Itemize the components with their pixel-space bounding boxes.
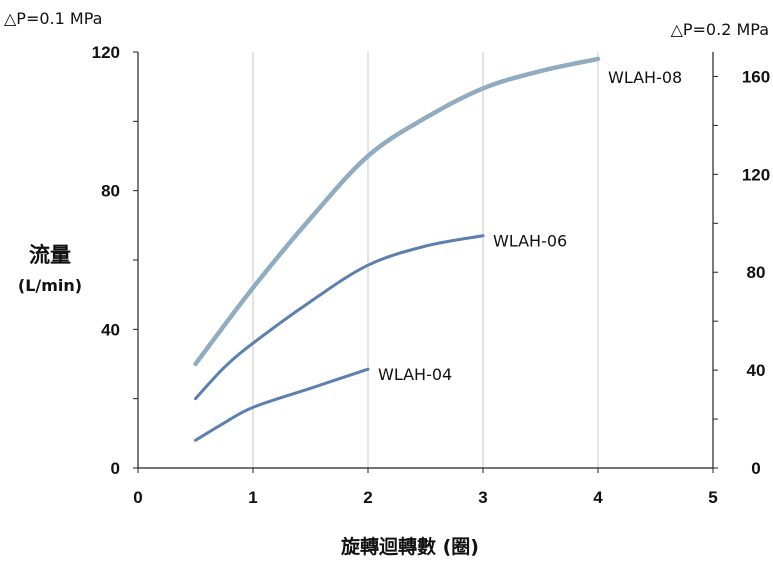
series-line-wlah-04 (194, 367, 370, 442)
x-tick-label-3: 3 (478, 488, 487, 507)
series-line-wlah-06 (194, 234, 485, 401)
x-tick-label-5: 5 (708, 488, 717, 507)
y2-tick-label-40: 40 (747, 361, 766, 380)
y-axis-title: 流量 (29, 243, 71, 267)
x-axis-title: 旋轉迴轉數 (圈) (340, 535, 479, 558)
y2-tick-label-160: 160 (742, 67, 770, 86)
y-tick-label-120: 120 (92, 43, 120, 62)
grid-lines (252, 52, 599, 468)
left-axis-note: △P=0.1 MPa (4, 9, 102, 28)
y2-tick-label-120: 120 (742, 165, 770, 184)
axes (133, 51, 718, 473)
y2-tick-label-80: 80 (747, 263, 766, 282)
y-tick-label-40: 40 (101, 320, 120, 339)
x-tick-label-2: 2 (363, 488, 372, 507)
x-tick-label-0: 0 (133, 488, 142, 507)
y-tick-label-80: 80 (101, 182, 120, 201)
x-tick-label-1: 1 (248, 488, 257, 507)
series-label-wlah-06: WLAH-06 (493, 232, 567, 251)
y2-tick-label-0: 0 (751, 459, 760, 478)
right-axis-note: △P=0.2 MPa (671, 20, 769, 39)
series-lines (193, 56, 601, 442)
series-label-wlah-08: WLAH-08 (608, 68, 682, 87)
y-axis-unit: (L/min) (18, 276, 82, 295)
series-line-wlah-08 (193, 56, 601, 367)
y-tick-label-0: 0 (111, 459, 120, 478)
x-tick-label-4: 4 (593, 488, 603, 507)
chart-labels: △P=0.1 MPa △P=0.2 MPa 流量 (L/min) 旋轉迴轉數 (… (4, 9, 770, 558)
series-label-wlah-04: WLAH-04 (378, 365, 452, 384)
